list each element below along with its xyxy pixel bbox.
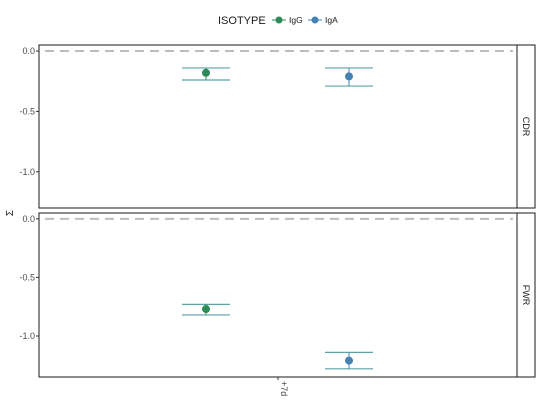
- y-tick-label: -0.5: [19, 106, 35, 116]
- legend-key-iga: [308, 16, 322, 24]
- legend-key-igg-dot: [275, 16, 283, 24]
- panel-frame: [38, 44, 518, 209]
- y-tick-label: 0.0: [22, 46, 35, 56]
- y-tick-label: -1.0: [19, 167, 35, 177]
- data-point-igg: [202, 305, 210, 314]
- strip-box: [516, 212, 536, 378]
- legend-key-iga-dot: [311, 16, 319, 24]
- y-tick-label: 0.0: [22, 214, 35, 224]
- panel-frame: [38, 212, 518, 378]
- legend-key-igg: [272, 16, 286, 24]
- facet-panel-cdr: CDR 0.0 -0.5 -1.0: [19, 44, 536, 209]
- facet-panel-fwr: FWR 0.0 -0.5 -1.0: [19, 212, 536, 378]
- y-axis-title: Σ: [5, 210, 16, 216]
- strip-label-cdr: CDR: [521, 117, 531, 137]
- y-tick-label: -0.5: [19, 272, 35, 282]
- data-point-igg: [202, 68, 210, 77]
- strip-label-fwr: FWR: [521, 285, 531, 306]
- legend-label-igg: IgG: [289, 15, 303, 25]
- strip-box: [516, 44, 536, 209]
- legend: ISOTYPE IgG IgA: [218, 15, 338, 27]
- legend-title: ISOTYPE: [218, 15, 266, 27]
- data-point-iga: [345, 356, 353, 365]
- y-tick-label: -1.0: [19, 331, 35, 341]
- data-point-iga: [345, 72, 353, 81]
- legend-label-iga: IgA: [325, 15, 338, 25]
- x-tick-label: +7d: [279, 381, 289, 396]
